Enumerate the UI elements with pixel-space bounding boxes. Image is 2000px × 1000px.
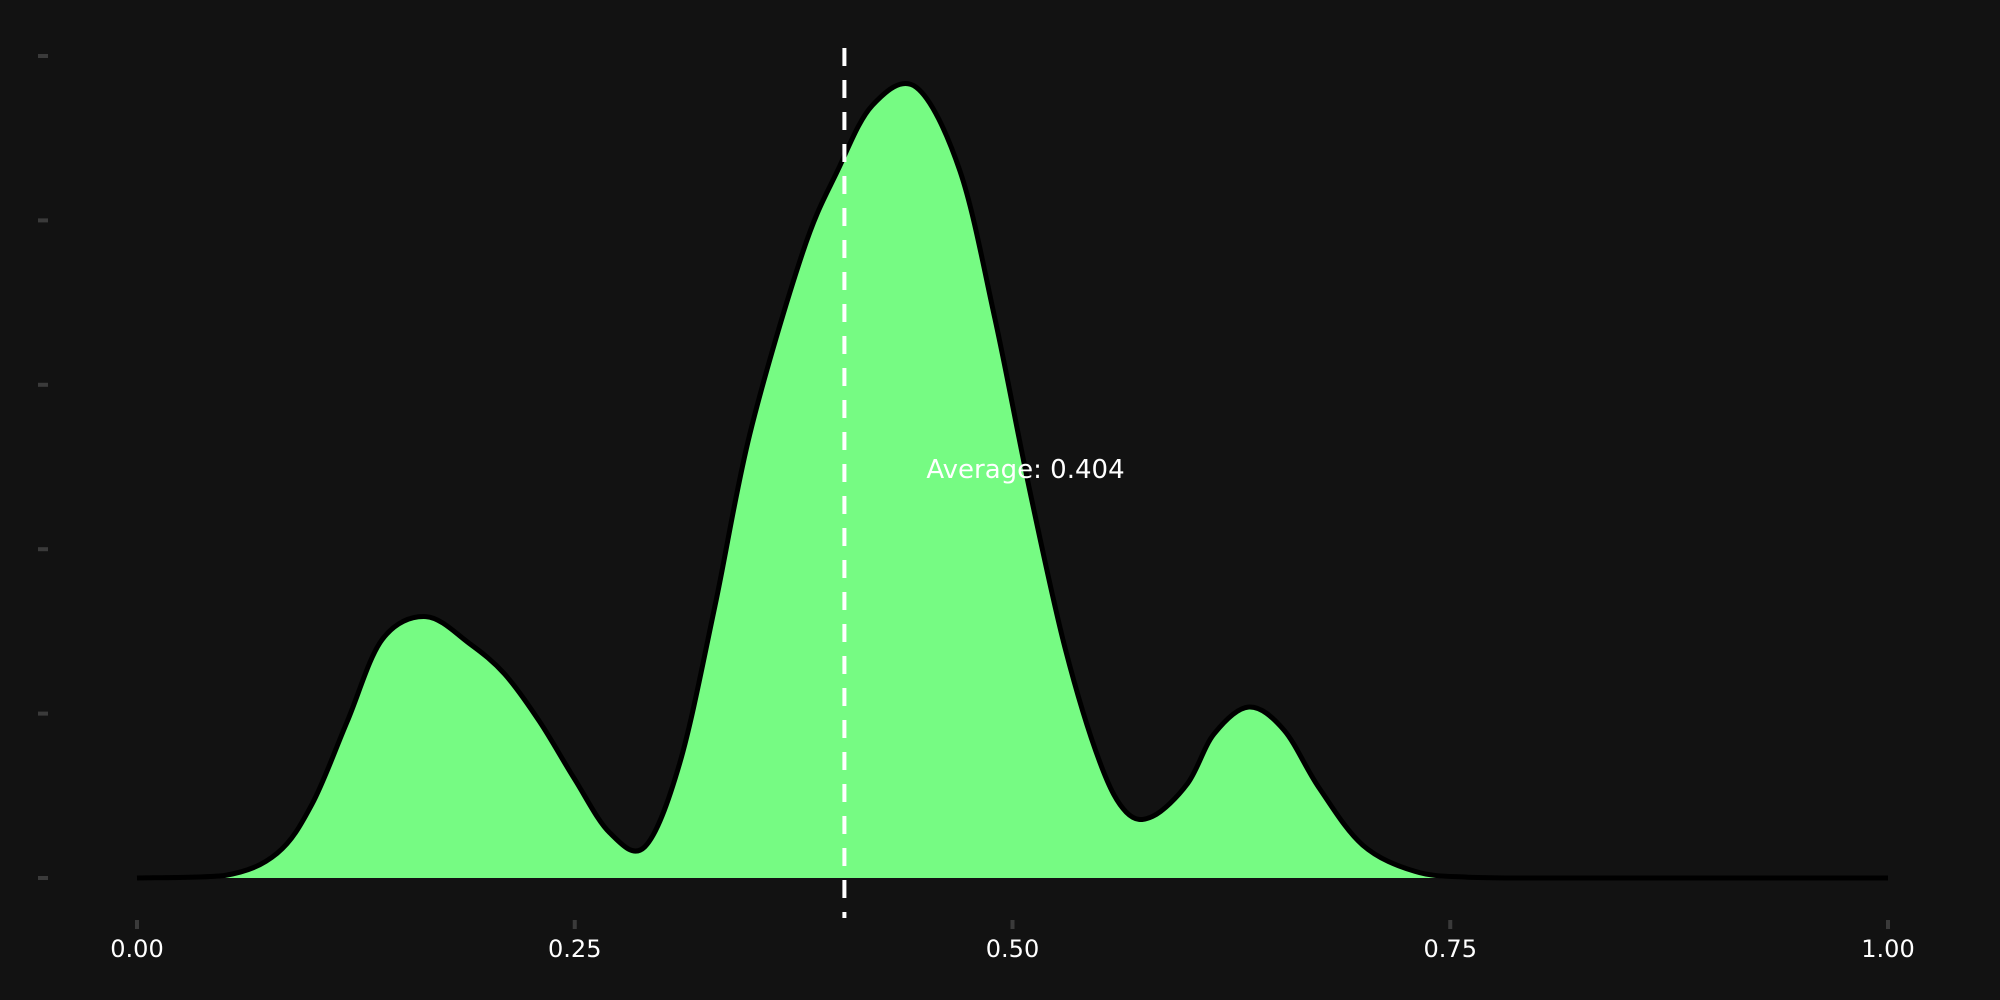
x-tick-label-1: 0.25 [548,935,601,963]
x-tick-label-4: 1.00 [1861,935,1914,963]
y-axis-ticks [38,54,48,880]
density-area [137,83,1888,879]
x-axis: 0.00 0.25 0.50 0.75 1.00 [110,920,1915,963]
average-annotation: Average: 0.404 [926,455,1124,485]
x-tick-label-0: 0.00 [110,935,163,963]
density-outline [136,80,1888,881]
x-tick-label-3: 0.75 [1424,935,1477,963]
x-tick-label-2: 0.50 [986,935,1039,963]
